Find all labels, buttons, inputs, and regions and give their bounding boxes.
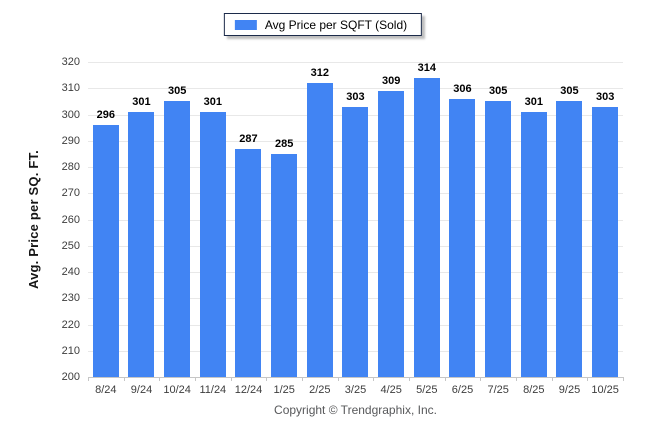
x-axis-tick [159,377,161,381]
bar-value-label: 301 [132,95,151,108]
x-axis-tick [230,377,232,381]
bar [592,106,619,377]
bar [92,125,119,377]
y-tick-label: 310 [61,82,80,95]
y-tick-label: 200 [61,371,80,383]
bar-value-label: 312 [310,67,330,79]
x-tick-label: 12/24 [234,384,263,396]
bar-cell: 287 12/24 [231,62,267,396]
y-tick-label: 250 [61,239,80,252]
bar-value-label: 305 [488,85,508,98]
y-tick-label: 230 [61,292,80,305]
x-axis-tick [516,377,517,381]
bar [271,153,298,377]
y-tick-label: 240 [61,266,80,278]
gridline [88,62,623,63]
bar-cell: 285 1/25 [266,62,302,396]
bar-cell: 314 5/25 [409,61,445,396]
x-axis-tick [409,377,410,381]
bar-cell: 301 11/24 [195,62,231,396]
bar-value-label: 309 [381,74,401,87]
bar-value-label: 301 [524,95,544,108]
x-axis-tick [195,377,196,381]
x-axis-tick [123,377,125,381]
bar-value-label: 306 [453,82,472,95]
y-tick-label: 320 [61,56,80,68]
bar [199,111,226,377]
x-axis-tick [551,377,553,381]
x-tick-label: 2/25 [309,384,331,396]
x-tick-label: 9/24 [130,384,153,396]
x-tick-label: 3/25 [344,384,367,396]
bar-cell: 309 4/25 [373,62,409,396]
bar [378,90,405,377]
legend: Avg Price per SQFT (Sold) [223,13,423,36]
x-tick-label: 4/25 [380,384,402,396]
bar-value-label: 287 [239,132,258,145]
bar-value-label: 303 [346,90,365,103]
y-tick-label: 220 [61,318,80,331]
bar [413,77,440,377]
bar-value-label: 305 [167,85,187,98]
x-axis-tick [373,377,375,381]
bar-value-label: 314 [417,61,437,74]
y-tick-label: 260 [61,213,80,226]
y-tick-label: 280 [61,161,80,173]
x-axis-tick [623,377,624,381]
y-axis: 200 210 220 230 240 250 260 270 280 290 300 310 320 [0,56,82,383]
bar-value-label: 303 [595,90,615,103]
bar-cell: 301 8/25 [516,62,552,396]
x-tick-label: 11/24 [199,384,227,396]
y-tick-label: 300 [61,108,80,121]
x-axis-tick [444,377,446,381]
bar-cell: 303 10/25 [587,62,623,396]
x-axis-tick [337,377,339,381]
x-axis-tick [587,377,589,381]
x-axis-tick [266,377,268,381]
bar-value-label: 305 [560,85,579,98]
bar-cell: 303 3/25 [338,62,374,396]
y-tick-label: 270 [61,187,80,200]
x-tick-label: 1/25 [273,384,295,396]
bar [556,101,583,377]
bar-cell: 312 2/25 [302,62,338,396]
x-tick-label: 6/25 [451,384,474,396]
bar [520,111,547,377]
bar-cell: 301 9/24 [124,62,160,396]
legend-swatch [234,19,257,30]
bar-cell: 305 10/24 [159,62,195,396]
bar-cell: 305 9/25 [552,62,588,396]
x-axis-tick [302,377,303,381]
legend-label: Avg Price per SQFT (Sold) [264,17,408,32]
x-tick-label: 7/25 [487,384,509,396]
x-tick-label: 10/24 [163,384,191,396]
x-tick-label: 8/25 [523,384,545,396]
bar [449,98,476,377]
bar [128,111,155,377]
bar-value-label: 285 [274,137,294,150]
bar-value-label: 301 [203,95,223,108]
bar-cell: 305 7/25 [480,62,516,396]
bar [342,106,369,377]
x-tick-label: 10/25 [591,384,619,396]
x-tick-label: 9/25 [558,384,581,396]
x-tick-label: 8/24 [95,384,117,396]
bar [235,148,262,377]
x-axis-tick [88,377,89,381]
bar [485,101,512,377]
x-tick-label: 5/25 [416,384,438,396]
y-tick-label: 210 [61,344,80,357]
bar-cell: 296 8/24 [88,62,124,396]
bar-value-label: 296 [96,109,116,121]
copyright-text: Copyright © Trendgraphix, Inc. [274,403,437,417]
plot-area: 296 8/24 301 9/24 305 10/24 301 11/24 287 12/24 28… [88,61,624,396]
x-axis-line [88,377,623,378]
bar [164,101,191,377]
x-axis-tick [480,377,482,381]
bar-cell: 306 6/25 [445,62,481,396]
gridline [88,88,623,90]
bar [306,83,333,377]
y-tick-label: 290 [61,134,80,147]
